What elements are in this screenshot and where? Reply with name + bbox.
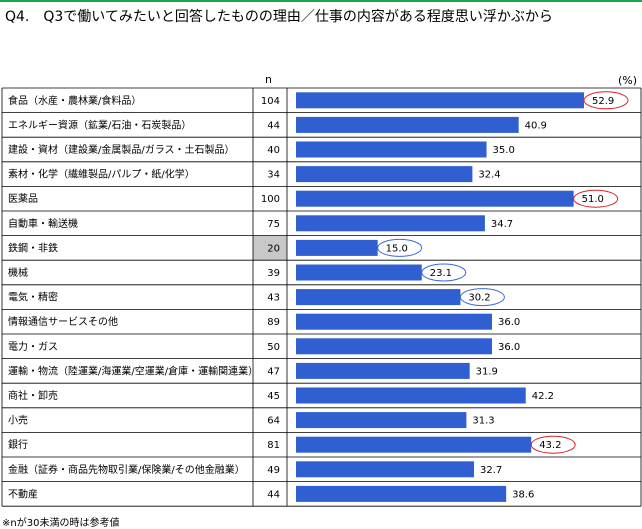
n-value: 20: [267, 243, 280, 254]
n-value: 50: [267, 342, 280, 353]
value-label: 38.6: [512, 489, 534, 500]
value-label: 43.2: [539, 440, 561, 451]
category-label: 医薬品: [8, 193, 38, 205]
small-n-cell: [253, 235, 287, 261]
bar: [296, 436, 532, 453]
value-label: 36.0: [498, 342, 520, 353]
bar: [296, 362, 470, 379]
value-label: 40.9: [525, 120, 547, 131]
n-value: 49: [267, 465, 280, 476]
bar: [296, 116, 519, 133]
bar: [296, 387, 526, 404]
value-label: 42.2: [532, 391, 554, 402]
n-value: 40: [267, 145, 280, 156]
n-column-header: n: [265, 73, 272, 86]
category-label: 不動産: [8, 487, 38, 500]
value-label: 23.1: [430, 268, 452, 279]
bar: [296, 264, 422, 281]
value-label: 32.7: [480, 465, 502, 476]
category-label: 自動車・輸送機: [8, 217, 78, 230]
value-label: 15.0: [386, 243, 408, 254]
category-label: 素材・化学（繊維製品/パルプ・紙/化学）: [8, 168, 195, 181]
n-value: 43: [267, 293, 280, 304]
n-value: 45: [267, 391, 280, 402]
high-value-circle: [530, 435, 576, 454]
n-value: 44: [267, 489, 280, 500]
value-label: 36.0: [498, 317, 520, 328]
bar: [296, 461, 475, 478]
category-label: 情報通信サービスその他: [8, 315, 118, 328]
value-label: 52.9: [592, 96, 614, 107]
bar: [296, 485, 507, 502]
category-label: 運輸・物流（陸運業/海運業/空運業/倉庫・運輸関連業）: [8, 364, 258, 377]
category-label: 食品（水産・農林業/食料品）: [8, 94, 141, 107]
category-label: 電気・精密: [8, 291, 58, 304]
n-value: 81: [267, 440, 280, 451]
bar: [296, 166, 473, 183]
value-label: 31.9: [476, 366, 498, 377]
category-label: 電力・ガス: [8, 340, 58, 353]
bar: [296, 215, 485, 232]
bar: [296, 313, 492, 330]
n-value: 100: [261, 194, 280, 205]
low-value-circle: [377, 238, 423, 257]
value-label: 51.0: [582, 194, 604, 205]
n-value: 75: [267, 219, 280, 230]
unit-label: (%): [618, 74, 638, 87]
category-label: 金融（証券・商品先物取引業/保険業/その他金融業）: [8, 463, 245, 476]
category-label: 機械: [8, 266, 28, 279]
n-value: 104: [261, 96, 280, 107]
high-value-circle: [583, 91, 629, 110]
category-label: 建設・資材（建設業/金属製品/ガラス・土石製品）: [8, 143, 235, 156]
low-value-circle: [459, 288, 505, 307]
bar: [296, 239, 378, 256]
n-value: 39: [267, 268, 280, 279]
n-value: 64: [267, 416, 280, 427]
bar: [296, 338, 492, 355]
chart-title: Q4. Q3で働いてみたいと回答したものの理由／仕事の内容がある程度思い浮かぶか…: [5, 9, 553, 25]
bar: [296, 190, 574, 207]
category-label: エネルギー資源（鉱業/石油・石炭製品）: [8, 118, 191, 131]
footnote: ※nが30未満の時は参考値: [2, 518, 120, 529]
high-value-circle: [573, 189, 619, 208]
bar: [296, 92, 584, 109]
value-label: 30.2: [468, 293, 490, 304]
low-value-circle: [421, 263, 467, 282]
category-label: 小売: [8, 414, 28, 427]
n-value: 89: [267, 317, 280, 328]
value-label: 35.0: [493, 145, 515, 156]
bar: [296, 412, 467, 429]
n-value: 47: [267, 366, 280, 377]
value-label: 31.3: [472, 416, 494, 427]
category-label: 銀行: [8, 438, 28, 451]
value-label: 32.4: [478, 170, 500, 181]
bar: [296, 141, 487, 158]
category-label: 鉄鋼・非鉄: [8, 241, 58, 254]
bar: [296, 289, 461, 306]
top-accent-line: [0, 0, 642, 2]
n-value: 34: [267, 170, 280, 181]
value-label: 34.7: [491, 219, 513, 230]
n-value: 44: [267, 120, 280, 131]
category-label: 商社・卸売: [8, 389, 58, 402]
